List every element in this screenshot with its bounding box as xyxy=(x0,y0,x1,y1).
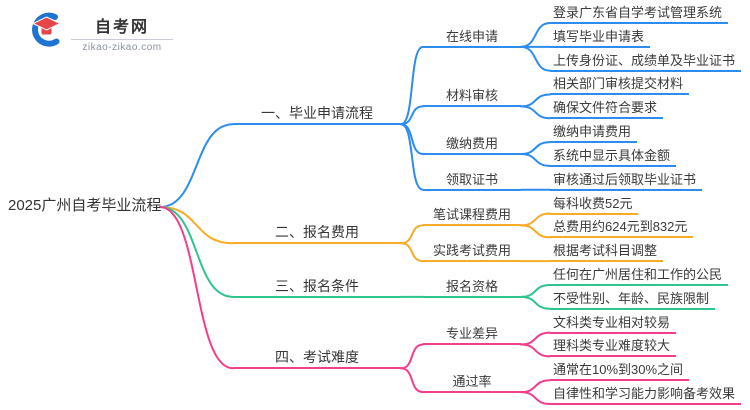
logo-text-block: 自考网 zikao-zikao.com xyxy=(71,13,173,53)
sub-node: 领取证书 xyxy=(423,171,521,191)
sub-node: 材料审核 xyxy=(423,87,521,108)
branch-connector xyxy=(520,141,551,155)
branch-connector xyxy=(520,391,551,405)
branch-connector xyxy=(400,242,424,263)
site-logo: 自考网 zikao-zikao.com xyxy=(28,12,173,53)
branch-connector xyxy=(520,152,551,167)
branch-connector xyxy=(400,367,424,394)
leaf-node: 理科类专业难度较大 xyxy=(550,337,677,358)
leaf-node: 缴纳申请费用 xyxy=(550,123,638,144)
branch-connector xyxy=(400,343,424,370)
branch-connector xyxy=(520,224,551,239)
branch-connector xyxy=(400,45,424,126)
logo-title: 自考网 xyxy=(94,18,149,36)
branch-connector xyxy=(520,212,551,227)
leaf-node: 填写毕业申请表 xyxy=(550,28,651,48)
leaf-node: 任何在广州居住和工作的公民 xyxy=(550,266,729,286)
branch-connector xyxy=(159,206,234,245)
sub-node: 报名资格 xyxy=(423,278,521,298)
sub-node: 笔试课程费用 xyxy=(423,206,521,227)
graduation-cap-icon xyxy=(28,12,64,53)
sub-node: 通过率 xyxy=(423,373,521,394)
sub-node: 在线申请 xyxy=(423,28,521,48)
branch-node: 三、报名条件 xyxy=(233,278,401,298)
leaf-node: 确保文件符合要求 xyxy=(550,99,664,120)
branch-node: 二、报名费用 xyxy=(233,224,401,245)
branch-connector xyxy=(520,295,551,310)
branch-node: 四、考试难度 xyxy=(233,349,401,370)
root-node: 2025广州自考毕业流程 xyxy=(8,197,162,214)
sub-node: 实践考试费用 xyxy=(423,242,521,263)
branch-connector xyxy=(159,123,234,208)
branch-connector xyxy=(400,224,424,245)
branch-connector xyxy=(400,123,424,191)
leaf-node: 审核通过后领取毕业证书 xyxy=(550,171,703,191)
leaf-node: 系统中显示具体金额 xyxy=(550,147,677,167)
leaf-node: 通常在10%到30%之间 xyxy=(550,361,690,382)
sub-node: 缴纳费用 xyxy=(423,135,521,155)
branch-connector xyxy=(520,379,551,394)
branch-connector xyxy=(520,105,551,120)
logo-divider xyxy=(71,38,173,40)
leaf-node: 自律性和学习能力影响备考效果 xyxy=(550,385,742,405)
leaf-node: 根据考试科目调整 xyxy=(550,242,664,263)
leaf-node: 相关部门审核提交材料 xyxy=(550,75,690,96)
sub-node: 专业差异 xyxy=(423,325,521,346)
branch-connector xyxy=(159,206,234,370)
leaf-node: 登录广东省自学考试管理系统 xyxy=(550,4,729,24)
branch-connector xyxy=(520,22,551,48)
leaf-node: 不受性别、年龄、民族限制 xyxy=(550,290,716,310)
branch-connector xyxy=(520,45,551,72)
branch-connector xyxy=(159,206,234,298)
branch-connector xyxy=(520,343,551,358)
branch-connector xyxy=(520,283,551,298)
leaf-node: 每科收费52元 xyxy=(550,195,639,215)
leaf-node: 上传身份证、成绩单及毕业证书 xyxy=(550,52,742,72)
logo-domain: zikao-zikao.com xyxy=(82,41,162,53)
branch-connector xyxy=(520,331,551,346)
branch-node: 一、毕业申请流程 xyxy=(233,105,401,126)
branch-connector xyxy=(520,93,551,108)
leaf-node: 文科类专业相对较易 xyxy=(550,314,677,334)
leaf-node: 总费用约624元到832元 xyxy=(550,218,694,239)
